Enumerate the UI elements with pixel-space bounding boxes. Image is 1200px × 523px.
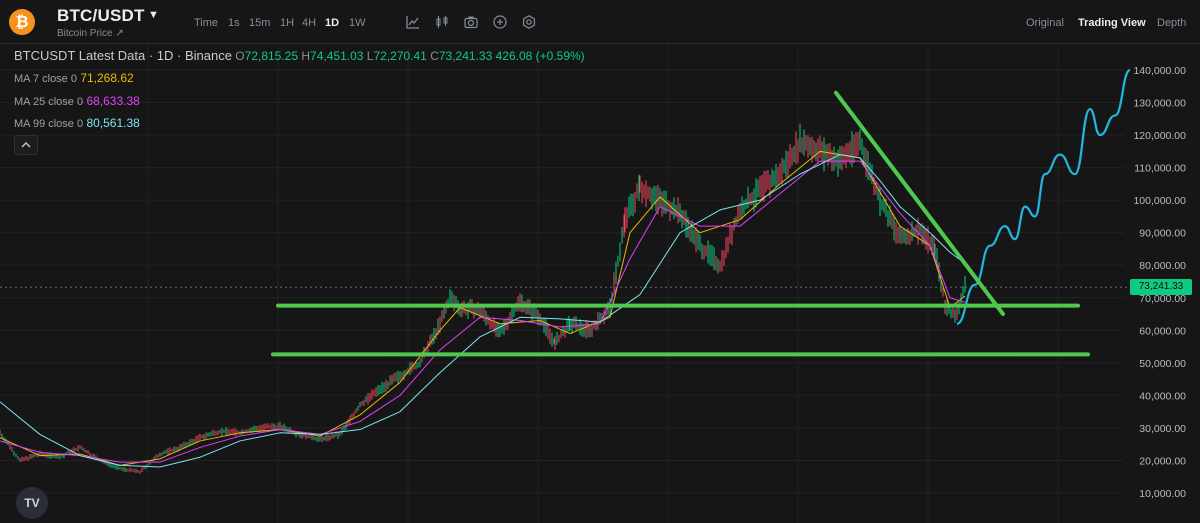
close-label: C	[430, 49, 439, 63]
price-chart[interactable]: 10,000.00 20,000.00 30,000.00 40,000.00 50,0…	[0, 44, 1200, 523]
settings-icon[interactable]	[521, 14, 537, 30]
y-tick-label: 110,000.00	[1134, 163, 1186, 175]
view-depth[interactable]: Depth	[1157, 17, 1187, 29]
bitcoin-logo-icon: ₿	[9, 9, 35, 35]
y-tick-label: 80,000.00	[1139, 260, 1186, 272]
change-value: 426.08 (+0.59%)	[495, 49, 585, 63]
y-tick-label: 130,000.00	[1133, 98, 1186, 110]
chevron-down-icon[interactable]: ▼	[148, 9, 159, 21]
projection-line	[956, 68, 1132, 325]
y-tick-label: 20,000.00	[1139, 455, 1186, 467]
legend-ma7[interactable]: MA 7 close 0 71,268.62	[14, 71, 134, 85]
camera-icon[interactable]	[463, 14, 479, 30]
candle-type-icon[interactable]	[434, 14, 450, 30]
y-tick-label: 50,000.00	[1139, 358, 1186, 370]
y-tick-label: 140,000.00	[1133, 65, 1186, 77]
ma7-value: 71,268.62	[80, 71, 134, 85]
low-value: 72,270.41	[373, 49, 427, 63]
low-label: L	[366, 49, 374, 63]
timeframe-1s[interactable]: 1s	[228, 17, 240, 29]
ma25-label: MA 25 close 0	[14, 96, 84, 108]
indicator-icon[interactable]	[405, 14, 421, 30]
high-label: H	[301, 49, 311, 63]
last-price-tag: 73,241.33	[1130, 279, 1192, 295]
symbol-subtitle[interactable]: Bitcoin Price ↗	[57, 28, 124, 39]
y-tick-label: 60,000.00	[1139, 325, 1186, 337]
ma25-line	[0, 160, 966, 463]
ma99-label: MA 99 close 0	[14, 118, 84, 130]
y-tick-label: 90,000.00	[1139, 228, 1186, 240]
ma7-label: MA 7 close 0	[14, 73, 77, 85]
downtrend-line	[834, 90, 1005, 317]
y-tick-label: 40,000.00	[1139, 390, 1186, 402]
legend-title: BTCUSDT Latest Data · 1D · Binance	[14, 48, 232, 63]
ma99-value: 80,561.38	[86, 116, 140, 130]
view-trading-view[interactable]: Trading View	[1078, 17, 1146, 29]
top-bar: ₿ BTC/USDT ▼ Bitcoin Price ↗ Time 1s 15m…	[0, 0, 1200, 44]
y-tick-label: 70,000.00	[1139, 293, 1186, 305]
timeframe-15m[interactable]: 15m	[249, 17, 271, 29]
ma25-value: 68,633.38	[86, 94, 140, 108]
legend-ma99[interactable]: MA 99 close 0 80,561.38	[14, 116, 140, 130]
legend-collapse-button[interactable]	[14, 135, 38, 155]
add-icon[interactable]	[492, 14, 508, 30]
open-label: O	[235, 49, 245, 63]
ma99-line	[0, 154, 966, 468]
timeframe-4h[interactable]: 4H	[302, 17, 317, 29]
tradingview-logo-icon[interactable]: TV	[16, 487, 48, 519]
timeframe-1w[interactable]: 1W	[349, 17, 366, 29]
y-tick-label: 120,000.00	[1133, 130, 1186, 142]
legend-ma25[interactable]: MA 25 close 0 68,633.38	[14, 94, 140, 108]
legend-ohlc-row: BTCUSDT Latest Data · 1D · Binance O72,8…	[14, 48, 585, 63]
close-value: 73,241.33	[438, 49, 493, 63]
timeframe-time[interactable]: Time	[194, 17, 219, 29]
open-value: 72,815.25	[244, 49, 299, 63]
timeframe-1h[interactable]: 1H	[280, 17, 295, 29]
y-tick-label: 30,000.00	[1139, 423, 1186, 435]
timeframe-1d[interactable]: 1D	[325, 17, 340, 29]
chevron-up-icon	[21, 142, 31, 148]
symbol-title[interactable]: BTC/USDT	[57, 6, 145, 25]
view-original[interactable]: Original	[1026, 17, 1064, 29]
high-value: 74,451.03	[310, 49, 364, 63]
y-tick-label: 100,000.00	[1133, 195, 1186, 207]
y-tick-label: 10,000.00	[1139, 488, 1186, 500]
